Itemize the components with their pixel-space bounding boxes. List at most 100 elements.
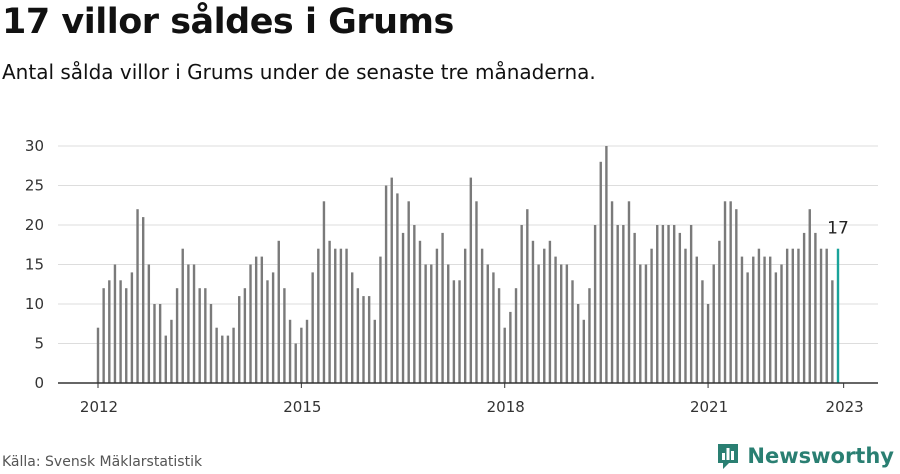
bar bbox=[831, 280, 834, 383]
bar bbox=[497, 288, 501, 383]
bar bbox=[475, 201, 478, 383]
bar bbox=[125, 288, 128, 383]
y-tick-label: 5 bbox=[34, 335, 44, 353]
bar bbox=[401, 232, 405, 383]
bar bbox=[373, 319, 376, 383]
chart-subtitle: Antal sålda villor i Grums under de sena… bbox=[2, 60, 596, 84]
bar bbox=[639, 264, 642, 383]
bar bbox=[582, 319, 585, 383]
bar bbox=[334, 248, 337, 383]
bar bbox=[130, 272, 134, 383]
bar bbox=[322, 201, 326, 383]
bar bbox=[356, 288, 360, 383]
bar bbox=[560, 264, 563, 383]
bar bbox=[757, 248, 761, 383]
bar bbox=[113, 264, 117, 383]
bar bbox=[254, 256, 258, 383]
x-tick-label: 2012 bbox=[80, 398, 118, 416]
bar bbox=[695, 256, 698, 383]
bar bbox=[486, 264, 489, 383]
bar bbox=[418, 240, 422, 383]
bar bbox=[610, 201, 614, 383]
bar bbox=[238, 296, 241, 383]
bar bbox=[667, 225, 670, 383]
bar bbox=[181, 248, 184, 383]
bar bbox=[650, 248, 653, 383]
bar bbox=[441, 232, 444, 383]
bar bbox=[271, 272, 275, 383]
y-tick-label: 30 bbox=[25, 137, 44, 155]
bar bbox=[164, 335, 167, 383]
bar bbox=[141, 217, 145, 383]
bar bbox=[300, 327, 303, 383]
bar bbox=[339, 248, 343, 383]
bar bbox=[729, 201, 732, 383]
bar bbox=[469, 177, 473, 383]
bar bbox=[283, 288, 286, 383]
bar bbox=[396, 193, 399, 383]
chart-title: 17 villor såldes i Grums bbox=[2, 2, 454, 42]
bar bbox=[616, 225, 619, 383]
bar bbox=[565, 264, 569, 383]
bar bbox=[644, 264, 648, 383]
bar bbox=[514, 288, 518, 383]
bar bbox=[249, 264, 252, 383]
bar bbox=[554, 256, 557, 383]
y-tick-label: 10 bbox=[25, 295, 44, 313]
bar bbox=[808, 209, 811, 383]
bar bbox=[96, 327, 100, 383]
latest-value-label: 17 bbox=[827, 219, 849, 239]
bar bbox=[509, 311, 512, 383]
bar bbox=[746, 272, 749, 383]
newsworthy-logo: Newsworthy bbox=[716, 442, 894, 470]
bar bbox=[458, 280, 461, 383]
bar bbox=[588, 288, 591, 383]
bar bbox=[266, 280, 269, 383]
bar bbox=[763, 256, 766, 383]
bar bbox=[390, 177, 393, 383]
bar bbox=[463, 248, 467, 383]
bar bbox=[735, 209, 738, 383]
bar bbox=[328, 240, 331, 383]
bar bbox=[706, 304, 710, 383]
y-tick-label: 20 bbox=[25, 216, 44, 234]
bar bbox=[599, 161, 602, 383]
bar bbox=[797, 248, 800, 383]
brand-name: Newsworthy bbox=[747, 444, 894, 468]
bar bbox=[633, 232, 636, 383]
bar bbox=[232, 327, 235, 383]
bar bbox=[311, 272, 314, 383]
bar bbox=[351, 272, 354, 383]
bar bbox=[752, 256, 755, 383]
bar bbox=[187, 264, 190, 383]
bar bbox=[136, 209, 139, 383]
bar bbox=[175, 288, 179, 383]
bar bbox=[221, 335, 224, 383]
x-tick-label: 2021 bbox=[690, 398, 728, 416]
bar bbox=[215, 327, 218, 383]
bar bbox=[576, 304, 580, 383]
y-tick-label: 15 bbox=[25, 256, 44, 274]
bar bbox=[785, 248, 789, 383]
bar bbox=[814, 232, 817, 383]
bar bbox=[430, 264, 433, 383]
bar bbox=[367, 296, 371, 383]
bar bbox=[537, 264, 540, 383]
bar bbox=[656, 225, 659, 383]
bar bbox=[531, 240, 535, 383]
bar bbox=[723, 201, 727, 383]
bar bbox=[379, 256, 382, 383]
bar bbox=[407, 201, 410, 383]
bar bbox=[769, 256, 772, 383]
bar bbox=[571, 280, 574, 383]
bar bbox=[701, 280, 704, 383]
bar-highlight bbox=[836, 248, 840, 383]
bar bbox=[452, 280, 456, 383]
bar bbox=[362, 296, 365, 383]
bar bbox=[819, 248, 823, 383]
bar bbox=[192, 264, 196, 383]
bar bbox=[384, 185, 388, 383]
bar bbox=[526, 209, 529, 383]
bar bbox=[774, 272, 778, 383]
